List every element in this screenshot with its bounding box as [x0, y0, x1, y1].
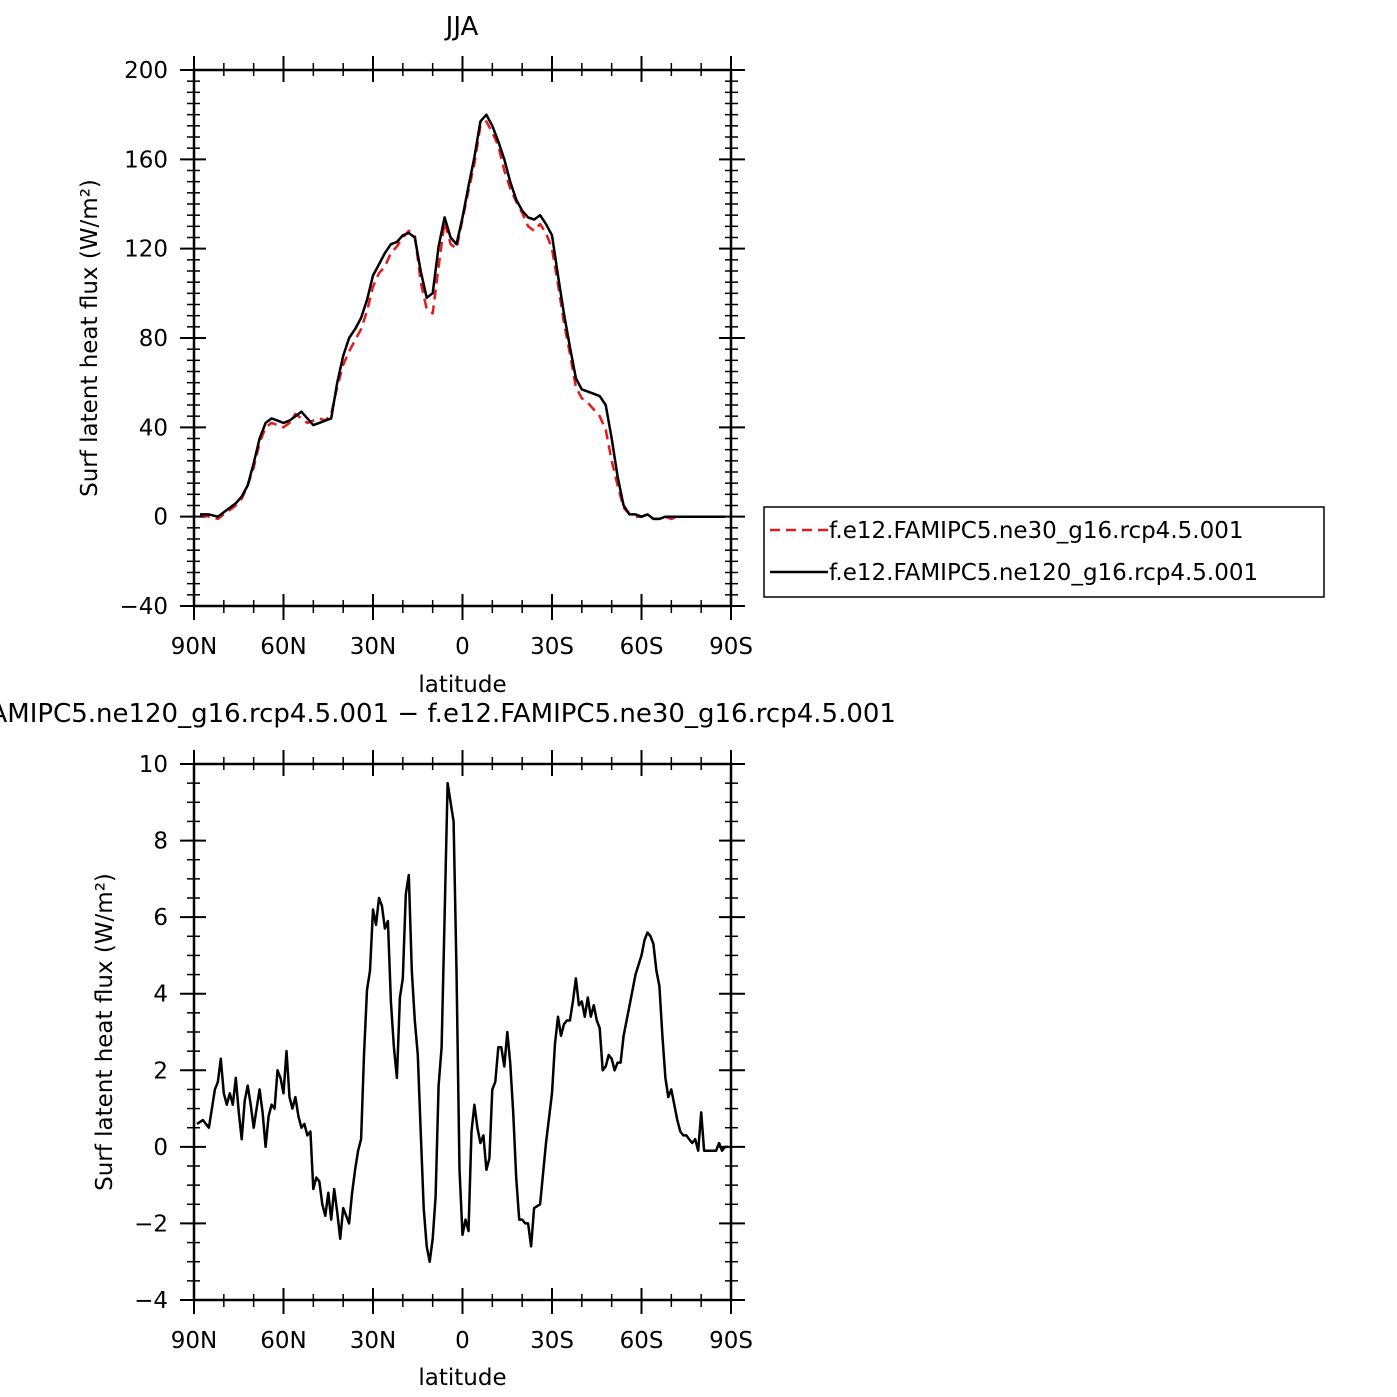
x-tick-label: 90N: [171, 634, 217, 660]
y-axis-label: Surf latent heat flux (W/m²): [92, 873, 118, 1191]
x-tick-label: 90N: [171, 1328, 217, 1354]
x-tick-label: 0: [455, 1328, 470, 1354]
y-tick-label: 4: [153, 982, 168, 1008]
series-line-0: [199, 120, 725, 521]
y-axis-label: Surf latent heat flux (W/m²): [77, 179, 103, 497]
x-tick-label: 30N: [350, 634, 396, 660]
chart-title: JJA: [444, 12, 479, 42]
y-tick-label: 40: [139, 415, 168, 441]
y-tick-label: −2: [134, 1211, 168, 1237]
x-axis-label: latitude: [418, 1365, 506, 1391]
chart-title: f.e12.FAMIPC5.ne120_g16.rcp4.5.001 − f.e…: [0, 699, 896, 729]
x-tick-label: 60S: [620, 634, 664, 660]
legend: f.e12.FAMIPC5.ne30_g16.rcp4.5.001 f.e12.F…: [763, 506, 1325, 598]
series-line-1: [200, 113, 725, 521]
y-tick-label: 80: [139, 326, 168, 352]
x-tick-label: 90S: [709, 1328, 753, 1354]
x-tick-label: 60N: [260, 634, 306, 660]
legend-box: [763, 506, 1325, 598]
difference-chart: f.e12.FAMIPC5.ne120_g16.rcp4.5.001 − f.e…: [0, 699, 896, 1391]
x-tick-label: 0: [455, 634, 470, 660]
y-tick-label: 6: [153, 905, 168, 931]
x-tick-label: 60N: [260, 1328, 306, 1354]
y-tick-label: 0: [153, 505, 168, 531]
y-tick-label: 2: [153, 1058, 168, 1084]
y-tick-label: −40: [119, 594, 168, 620]
y-tick-label: 120: [124, 237, 168, 263]
y-tick-label: 0: [153, 1135, 168, 1161]
y-tick-label: 8: [153, 829, 168, 855]
legend-label-0: f.e12.FAMIPC5.ne30_g16.rcp4.5.001: [829, 518, 1243, 544]
plot-frame: [192, 68, 733, 608]
y-tick-label: −4: [134, 1288, 168, 1314]
x-tick-label: 30S: [530, 634, 574, 660]
y-tick-label: 160: [124, 147, 168, 173]
x-axis-label: latitude: [418, 672, 506, 698]
y-tick-label: 10: [139, 752, 168, 778]
upper-chart: JJA −40 0 40 80 120 160 200 90N 60N 30N 0 30S 60S 90S l…: [77, 12, 1325, 698]
x-tick-label: 90S: [709, 634, 753, 660]
x-tick-label: 30S: [530, 1328, 574, 1354]
x-tick-label: 30N: [350, 1328, 396, 1354]
series-line-0: [196, 781, 728, 1263]
y-tick-label: 200: [124, 58, 168, 84]
x-tick-label: 60S: [620, 1328, 664, 1354]
legend-label-1: f.e12.FAMIPC5.ne120_g16.rcp4.5.001: [829, 560, 1258, 586]
